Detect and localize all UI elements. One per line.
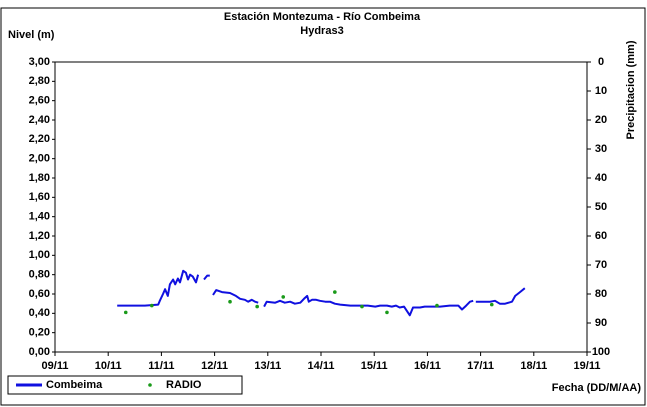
legend-marker <box>148 383 152 387</box>
x-tick-label: 11/11 <box>148 360 174 372</box>
chart-title: Estación Montezuma - Río Combeima <box>224 11 421 23</box>
y2-tick-label: 90 <box>595 317 607 329</box>
y-tick-label: 1,60 <box>29 191 50 203</box>
y2-tick-label: 60 <box>595 230 607 242</box>
radio-point <box>281 295 286 299</box>
y2-tick-label: 10 <box>595 85 607 97</box>
x-tick-label: 12/11 <box>201 360 228 372</box>
y-tick-label: 1,80 <box>29 172 50 184</box>
y2-tick-label: 0 <box>598 56 604 68</box>
chart-frame <box>0 7 646 406</box>
legend-box <box>7 375 243 395</box>
y-tick-label: 2,20 <box>29 133 50 145</box>
x-tick-label: 13/11 <box>254 360 281 372</box>
y-tick-label: 0,20 <box>29 327 50 339</box>
y-tick-label: 2,60 <box>29 95 50 107</box>
x-tick-label: 17/11 <box>467 360 494 372</box>
radio-point <box>228 299 232 304</box>
y2-tick-label: 50 <box>595 201 607 213</box>
radio-point <box>385 310 389 315</box>
y2-axis-label: Precipitacion (mm) <box>625 40 637 139</box>
radio-point <box>360 304 364 309</box>
y-tick-label: 1,40 <box>29 211 50 223</box>
x-tick-label: 18/11 <box>520 360 547 372</box>
radio-point <box>333 290 337 294</box>
radio-point <box>435 303 439 308</box>
y-tick-label: 2,80 <box>29 75 50 87</box>
radio-point <box>255 304 259 309</box>
x-tick-label: 19/11 <box>574 360 601 372</box>
y2-tick-label: 70 <box>595 259 607 271</box>
y-tick-label: 1,20 <box>29 230 50 242</box>
y2-tick-label: 30 <box>595 143 607 155</box>
radio-point <box>489 302 494 307</box>
y2-tick-label: 40 <box>595 172 607 184</box>
chart-subtitle: Hydras3 <box>300 25 343 37</box>
x-tick-label: 14/11 <box>308 360 335 372</box>
radio-point <box>123 310 128 315</box>
radio-point <box>150 303 154 308</box>
x-tick-label: 16/11 <box>414 360 441 372</box>
x-tick-label: 09/11 <box>42 360 69 372</box>
level-line <box>117 269 526 317</box>
y-tick-label: 2,00 <box>29 153 50 165</box>
y-tick-label: 0,80 <box>29 269 50 281</box>
y-axis-label: Nivel (m) <box>8 29 55 41</box>
y2-tick-label: 20 <box>595 114 607 126</box>
x-axis-label: Fecha (DD/M/AA) <box>552 382 642 394</box>
x-tick-label: 10/11 <box>95 360 122 372</box>
y-tick-label: 2,40 <box>29 114 50 126</box>
y-tick-label: 0,00 <box>29 346 50 358</box>
y-tick-label: 3,00 <box>29 56 50 68</box>
legend-label: RADIO <box>166 379 202 391</box>
y2-tick-label: 100 <box>592 346 610 358</box>
y-tick-label: 1,00 <box>29 249 50 261</box>
y2-tick-label: 80 <box>595 288 607 300</box>
y-tick-label: 0,40 <box>29 307 50 319</box>
y-tick-label: 0,60 <box>29 288 50 300</box>
legend-label: Combeima <box>46 379 103 391</box>
x-tick-label: 15/11 <box>361 360 388 372</box>
